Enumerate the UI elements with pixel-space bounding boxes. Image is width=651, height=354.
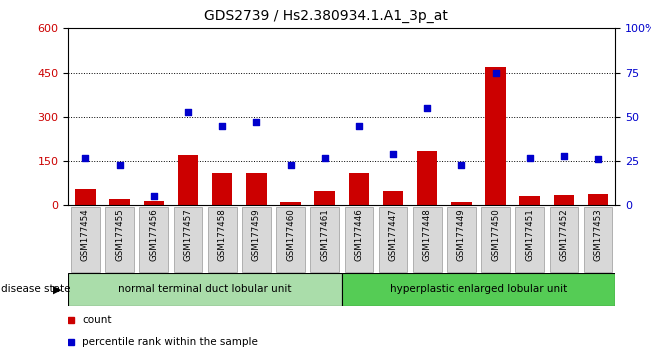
FancyBboxPatch shape: [413, 207, 441, 272]
Text: GSM177454: GSM177454: [81, 209, 90, 262]
Text: GSM177448: GSM177448: [422, 209, 432, 262]
Bar: [178, 155, 198, 205]
Point: [388, 151, 398, 157]
FancyBboxPatch shape: [71, 207, 100, 272]
FancyBboxPatch shape: [139, 207, 168, 272]
Text: disease state: disease state: [1, 284, 71, 295]
Bar: [212, 173, 232, 205]
FancyBboxPatch shape: [447, 207, 476, 272]
FancyBboxPatch shape: [481, 207, 510, 272]
Text: hyperplastic enlarged lobular unit: hyperplastic enlarged lobular unit: [390, 284, 567, 295]
Bar: [519, 196, 540, 205]
Text: GSM177453: GSM177453: [594, 209, 603, 262]
Point: [115, 162, 125, 167]
Text: ▶: ▶: [53, 284, 62, 295]
Point: [456, 162, 467, 167]
Text: GSM177450: GSM177450: [491, 209, 500, 262]
Text: GSM177461: GSM177461: [320, 209, 329, 262]
Bar: [485, 67, 506, 205]
FancyBboxPatch shape: [68, 273, 342, 306]
FancyBboxPatch shape: [549, 207, 578, 272]
FancyBboxPatch shape: [174, 207, 202, 272]
Text: GSM177459: GSM177459: [252, 209, 261, 261]
Text: GSM177460: GSM177460: [286, 209, 295, 262]
Bar: [143, 201, 164, 205]
FancyBboxPatch shape: [208, 207, 236, 272]
Bar: [383, 190, 403, 205]
Point: [422, 105, 432, 111]
Text: GSM177455: GSM177455: [115, 209, 124, 262]
Point: [217, 123, 227, 129]
Text: GSM177447: GSM177447: [389, 209, 398, 262]
Text: percentile rank within the sample: percentile rank within the sample: [82, 337, 258, 347]
Text: GSM177456: GSM177456: [149, 209, 158, 262]
Point: [593, 156, 603, 162]
Text: GSM177457: GSM177457: [184, 209, 193, 262]
Text: GSM177458: GSM177458: [217, 209, 227, 262]
Text: GSM177451: GSM177451: [525, 209, 534, 262]
FancyBboxPatch shape: [379, 207, 408, 272]
Bar: [349, 173, 369, 205]
Point: [525, 155, 535, 160]
FancyBboxPatch shape: [242, 207, 271, 272]
Bar: [246, 173, 266, 205]
Bar: [553, 195, 574, 205]
FancyBboxPatch shape: [516, 207, 544, 272]
Text: GDS2739 / Hs2.380934.1.A1_3p_at: GDS2739 / Hs2.380934.1.A1_3p_at: [204, 9, 447, 23]
FancyBboxPatch shape: [105, 207, 134, 272]
Text: GSM177452: GSM177452: [559, 209, 568, 262]
FancyBboxPatch shape: [344, 207, 373, 272]
FancyBboxPatch shape: [311, 207, 339, 272]
Bar: [76, 189, 96, 205]
Point: [559, 153, 569, 159]
Point: [353, 123, 364, 129]
FancyBboxPatch shape: [584, 207, 613, 272]
Bar: [280, 202, 301, 205]
Point: [251, 119, 262, 125]
Point: [148, 194, 159, 199]
Bar: [417, 151, 437, 205]
Text: count: count: [82, 315, 111, 325]
Text: normal terminal duct lobular unit: normal terminal duct lobular unit: [118, 284, 292, 295]
Point: [320, 155, 330, 160]
Point: [285, 162, 296, 167]
Point: [490, 70, 501, 75]
Point: [183, 109, 193, 114]
FancyBboxPatch shape: [276, 207, 305, 272]
FancyBboxPatch shape: [342, 273, 615, 306]
Point: [80, 155, 90, 160]
Bar: [314, 190, 335, 205]
Bar: [588, 194, 608, 205]
Text: GSM177449: GSM177449: [457, 209, 466, 261]
Bar: [451, 202, 471, 205]
Text: GSM177446: GSM177446: [354, 209, 363, 262]
Bar: [109, 199, 130, 205]
